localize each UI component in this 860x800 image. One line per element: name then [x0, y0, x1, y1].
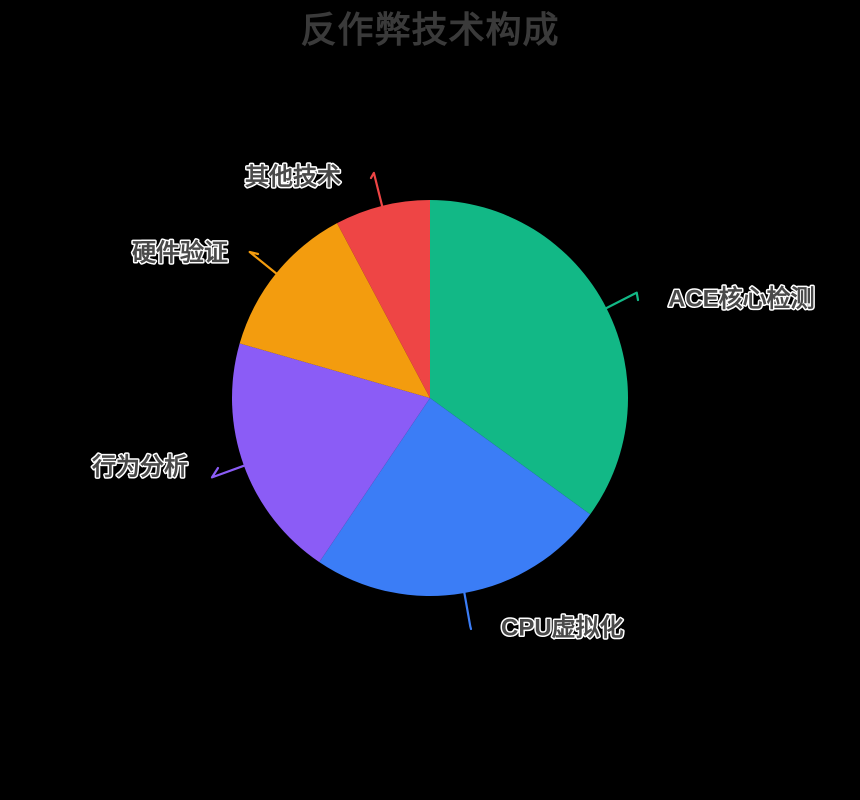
pie-slices: [231, 200, 629, 597]
pie-labels: ACE核心检测 CPU虚拟化 行为分析 硬件验证 其他技术: [90, 162, 817, 643]
leader-line-behavior: [210, 463, 247, 479]
page-title: 反作弊技术构成: [300, 9, 560, 50]
pie-slice-ace[interactable]: [430, 200, 629, 515]
pie-label-cpu: CPU虚拟化: [501, 613, 624, 641]
pie-slice-cpu[interactable]: [319, 398, 591, 597]
leader-line-ace: [603, 291, 640, 311]
leader-lines: [210, 171, 640, 631]
pie-slice-hardware[interactable]: [239, 223, 430, 398]
pie-label-other: 其他技术: [245, 163, 341, 190]
leader-line-cpu: [462, 589, 473, 631]
pie-label-ace: ACE核心检测: [668, 284, 815, 312]
leader-line-other: [369, 171, 384, 209]
leader-line-hardware: [248, 250, 279, 276]
pie-slice-behavior[interactable]: [231, 343, 430, 563]
pie-label-hardware: 硬件验证: [132, 238, 228, 266]
pie-label-behavior: 行为分析: [91, 452, 188, 480]
pie-slice-other[interactable]: [337, 200, 430, 398]
